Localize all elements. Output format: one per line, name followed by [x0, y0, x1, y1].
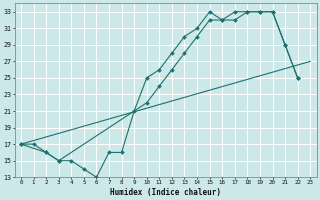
X-axis label: Humidex (Indice chaleur): Humidex (Indice chaleur) — [110, 188, 221, 197]
